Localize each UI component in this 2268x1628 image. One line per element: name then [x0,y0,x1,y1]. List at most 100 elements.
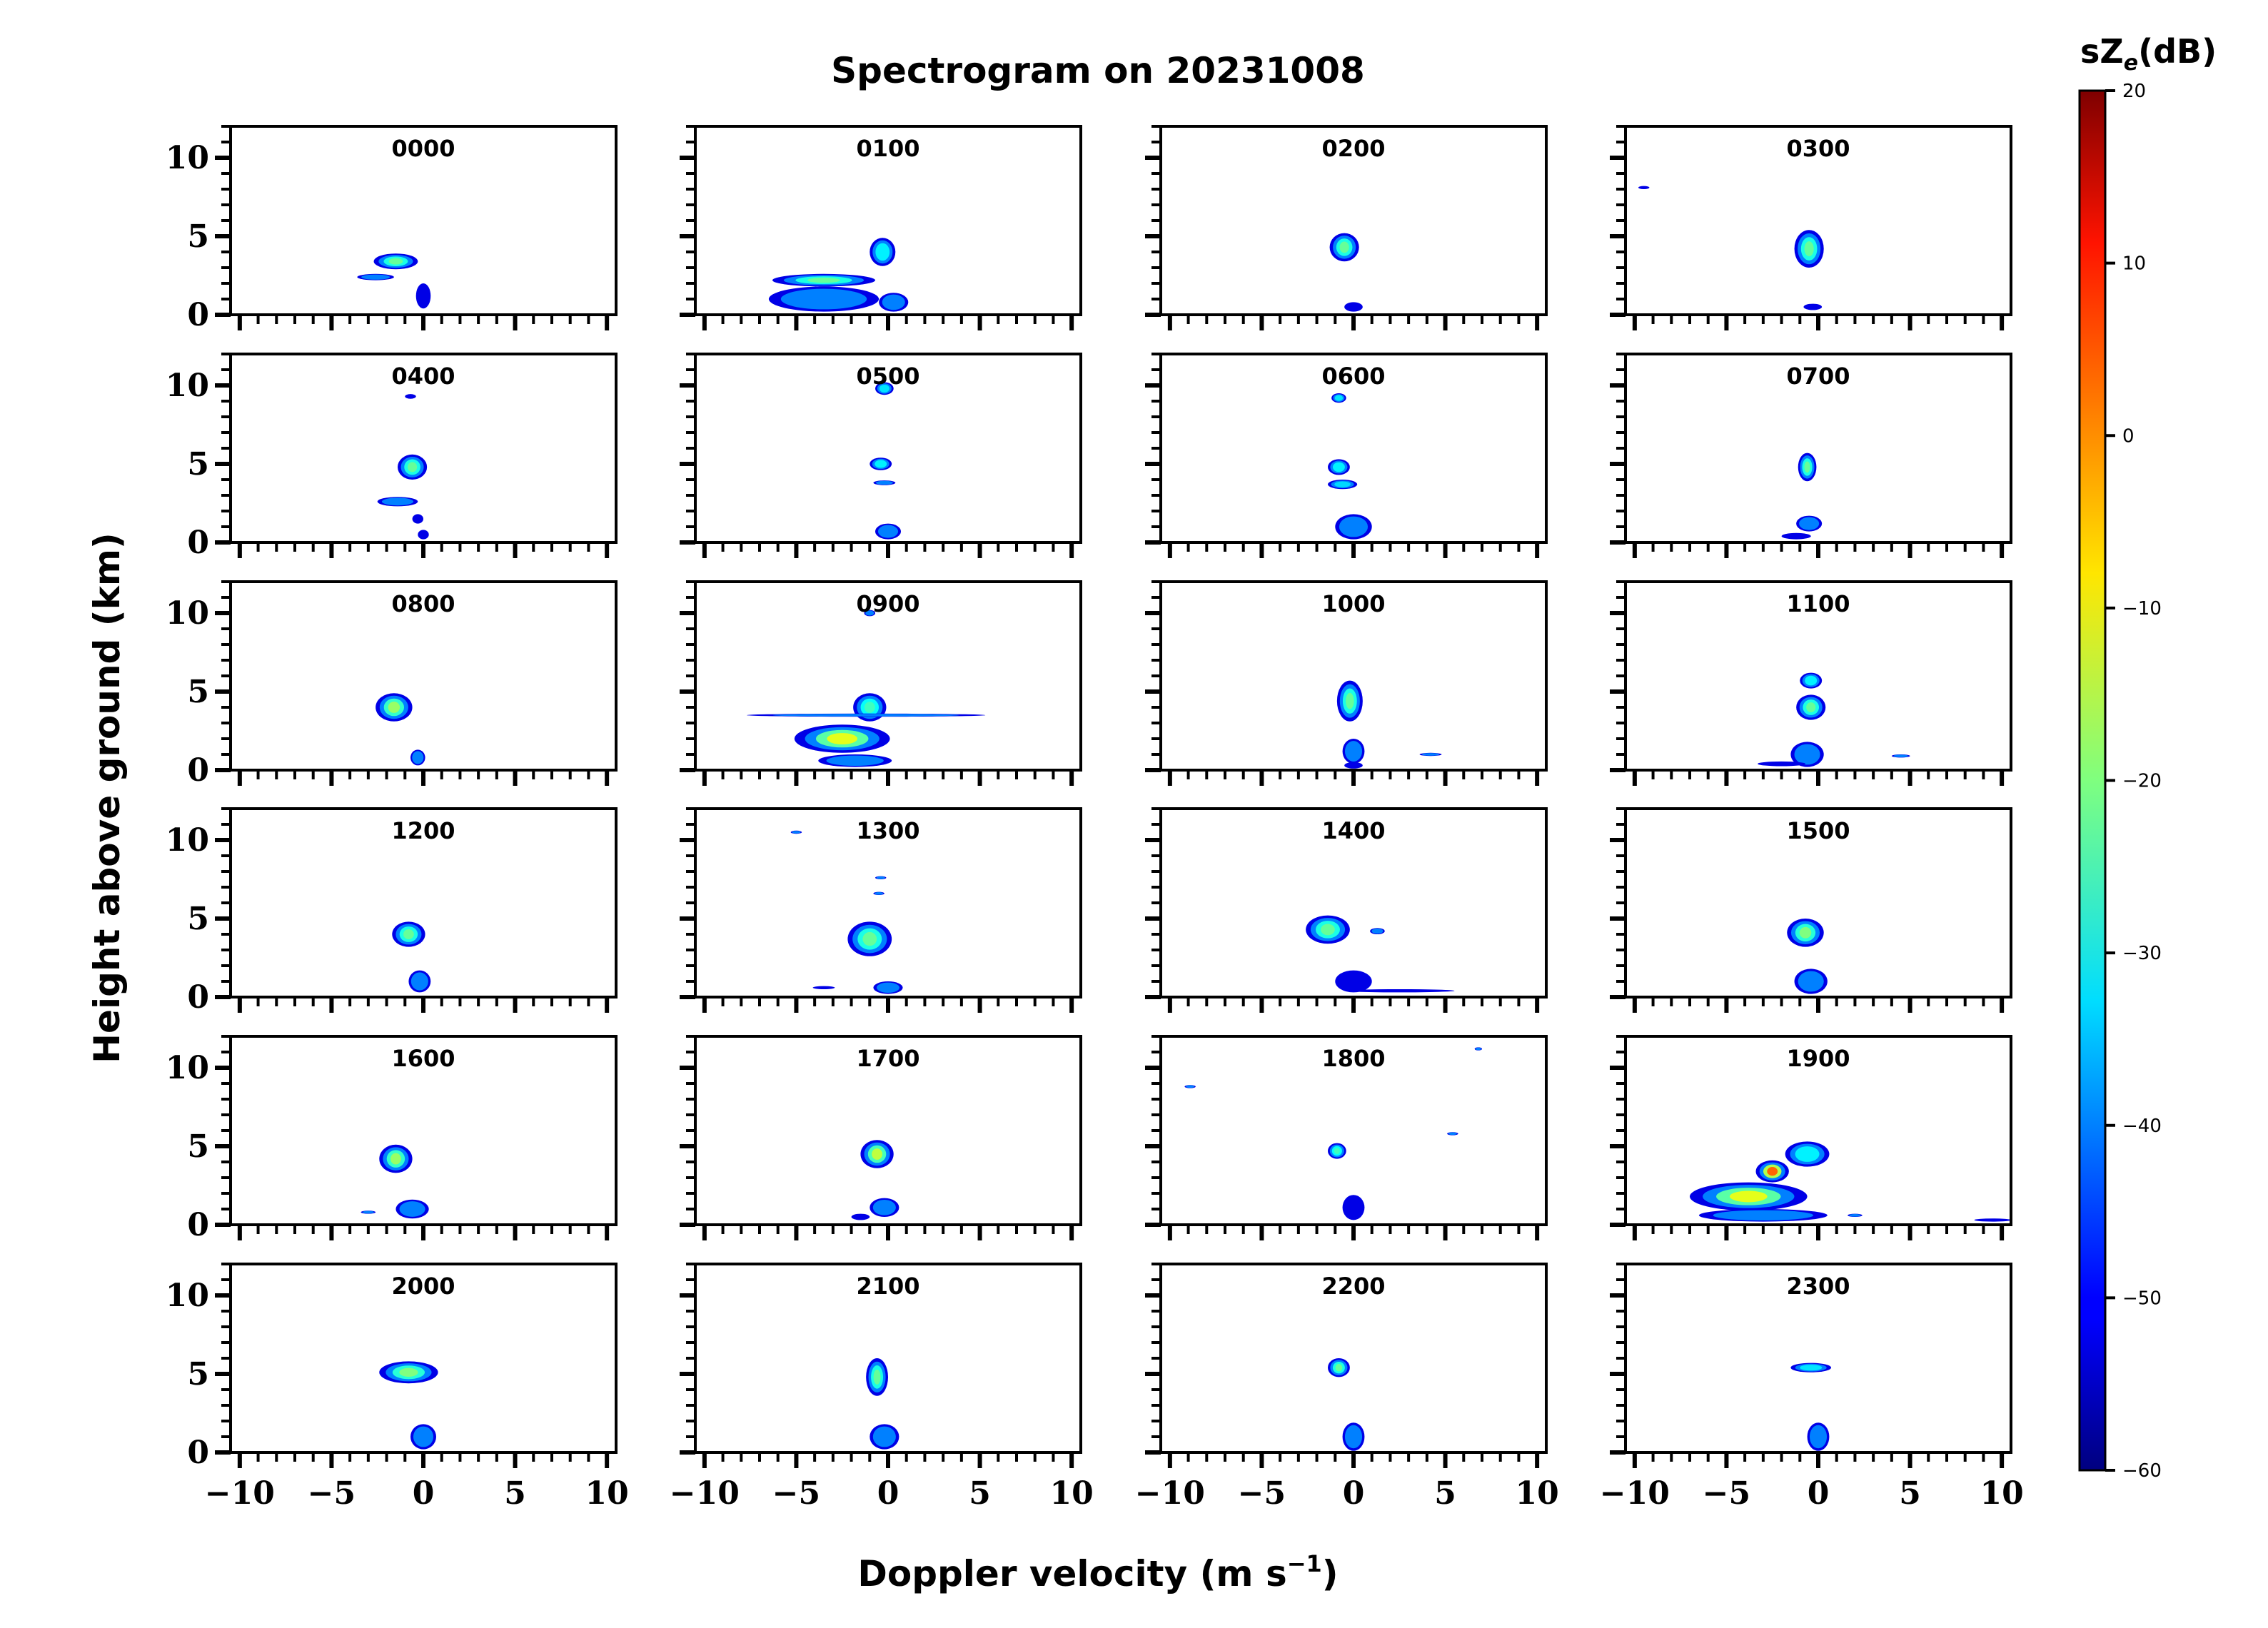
panel-title: 1700 [856,1045,919,1072]
spectral-blob [1785,1141,1830,1167]
blob-mid [1334,481,1351,487]
blob-ring [1344,1425,1363,1449]
panel-spectra [1329,233,1363,312]
blob-core [407,462,418,472]
spectral-blob [395,1199,429,1219]
spectral-blob [790,830,802,834]
blob-edge [415,283,431,309]
spectral-blob [418,530,429,540]
spectral-blob [415,283,431,309]
blob-core [873,1369,881,1385]
panel-2200: 2200 −10 −5 0 5 10 [1135,1263,1559,1512]
panel-title: 1800 [1321,1045,1385,1072]
panel-0600: 0600 [1145,353,1548,558]
spectral-blob [1328,1358,1350,1377]
panel-title: 0400 [391,363,455,390]
x-tick-label: 0 [413,1475,435,1512]
x-tick-label: 10 [585,1475,629,1512]
panel-title: 0900 [856,590,919,617]
blob-edge [412,514,423,524]
spectral-blob [1474,1047,1482,1051]
panel-spectra [1328,393,1372,540]
spectral-blob [879,293,909,312]
panel-spectra [1790,1362,1832,1451]
blob-mid [879,384,889,393]
spectral-blob [410,749,425,766]
x-tick-label: −10 [1600,1475,1670,1512]
panel-spectra [1690,1141,2011,1222]
blob-core [827,733,858,744]
spectral-blob [870,457,892,470]
spectral-blob [1796,694,1826,720]
panel-spectra [357,253,431,309]
spectral-blob [1807,1422,1830,1451]
panel-title: 2100 [856,1273,919,1300]
panel-1100: 1100 [1610,580,2012,786]
spectral-blob [1755,1160,1789,1183]
panel-spectra [1787,919,1828,994]
y-tick-label: 10 [166,822,209,859]
blob-edge [1638,186,1650,189]
panel-spectra [870,382,901,540]
panel-spectra [747,610,986,767]
panel-spectra [1781,452,1823,540]
y-tick-label: 0 [187,1435,209,1471]
spectral-blob [1306,915,1350,944]
panel-1700: 1700 [680,1035,1082,1240]
spectral-blob [373,253,418,270]
blob-ring [1371,928,1384,934]
spectral-blob [1344,989,1455,993]
blob-ring [1809,1425,1828,1449]
panel-title: 0800 [391,590,455,617]
spectral-blob [379,1361,438,1384]
blob-ring [1475,1047,1481,1051]
panel-spectra [1336,680,1442,769]
blob-ring [399,1201,425,1217]
spectral-blob [794,724,890,753]
blob-ring [413,1426,434,1447]
blob-mid [875,460,887,468]
blob-ring [1849,1213,1861,1217]
blob-core [403,929,414,940]
blob-ring [361,274,390,280]
panel-1900: 1900 [1610,1035,2012,1240]
spectral-blob [853,693,887,722]
blob-ring [1344,741,1363,762]
spectral-blob [875,876,887,880]
blob-ring [876,982,900,994]
spectral-blob [873,981,903,994]
spectral-blob [1794,969,1828,994]
blob-edge [1344,762,1363,769]
panel-spectra [379,1361,438,1450]
panel-spectra [1328,1358,1365,1451]
colorbar-tick-label: −60 [2122,1460,2162,1482]
blob-mid [1334,395,1344,401]
spectral-blob [379,1144,413,1173]
panel-spectra [392,921,431,993]
panel-title: 1600 [391,1045,455,1072]
blob-core [862,931,877,946]
panel-1800: 1800 [1145,1035,1548,1240]
x-tick-label: 5 [1434,1475,1456,1512]
spectral-blob [410,1424,436,1450]
blob-edge [1344,989,1455,993]
x-tick-label: 10 [1516,1475,1559,1512]
blob-ring [792,831,801,834]
blob-core [399,1367,418,1377]
spectral-blob [875,382,894,395]
blob-ring [412,751,424,764]
panel-title: 1200 [391,817,455,844]
panel-title: 0500 [856,363,919,390]
y-tick-label: 10 [166,1278,209,1314]
y-tick-label: 10 [166,368,209,404]
panel-title: 0200 [1321,135,1385,162]
panel-1600: 1600 0 5 10 [166,1035,618,1243]
spectral-blob [866,1358,888,1396]
blob-mid [875,243,890,261]
panel-2100: 2100 −10 −5 0 5 10 [670,1263,1094,1512]
panel-0200: 0200 [1145,125,1548,330]
blob-edge [418,530,429,540]
